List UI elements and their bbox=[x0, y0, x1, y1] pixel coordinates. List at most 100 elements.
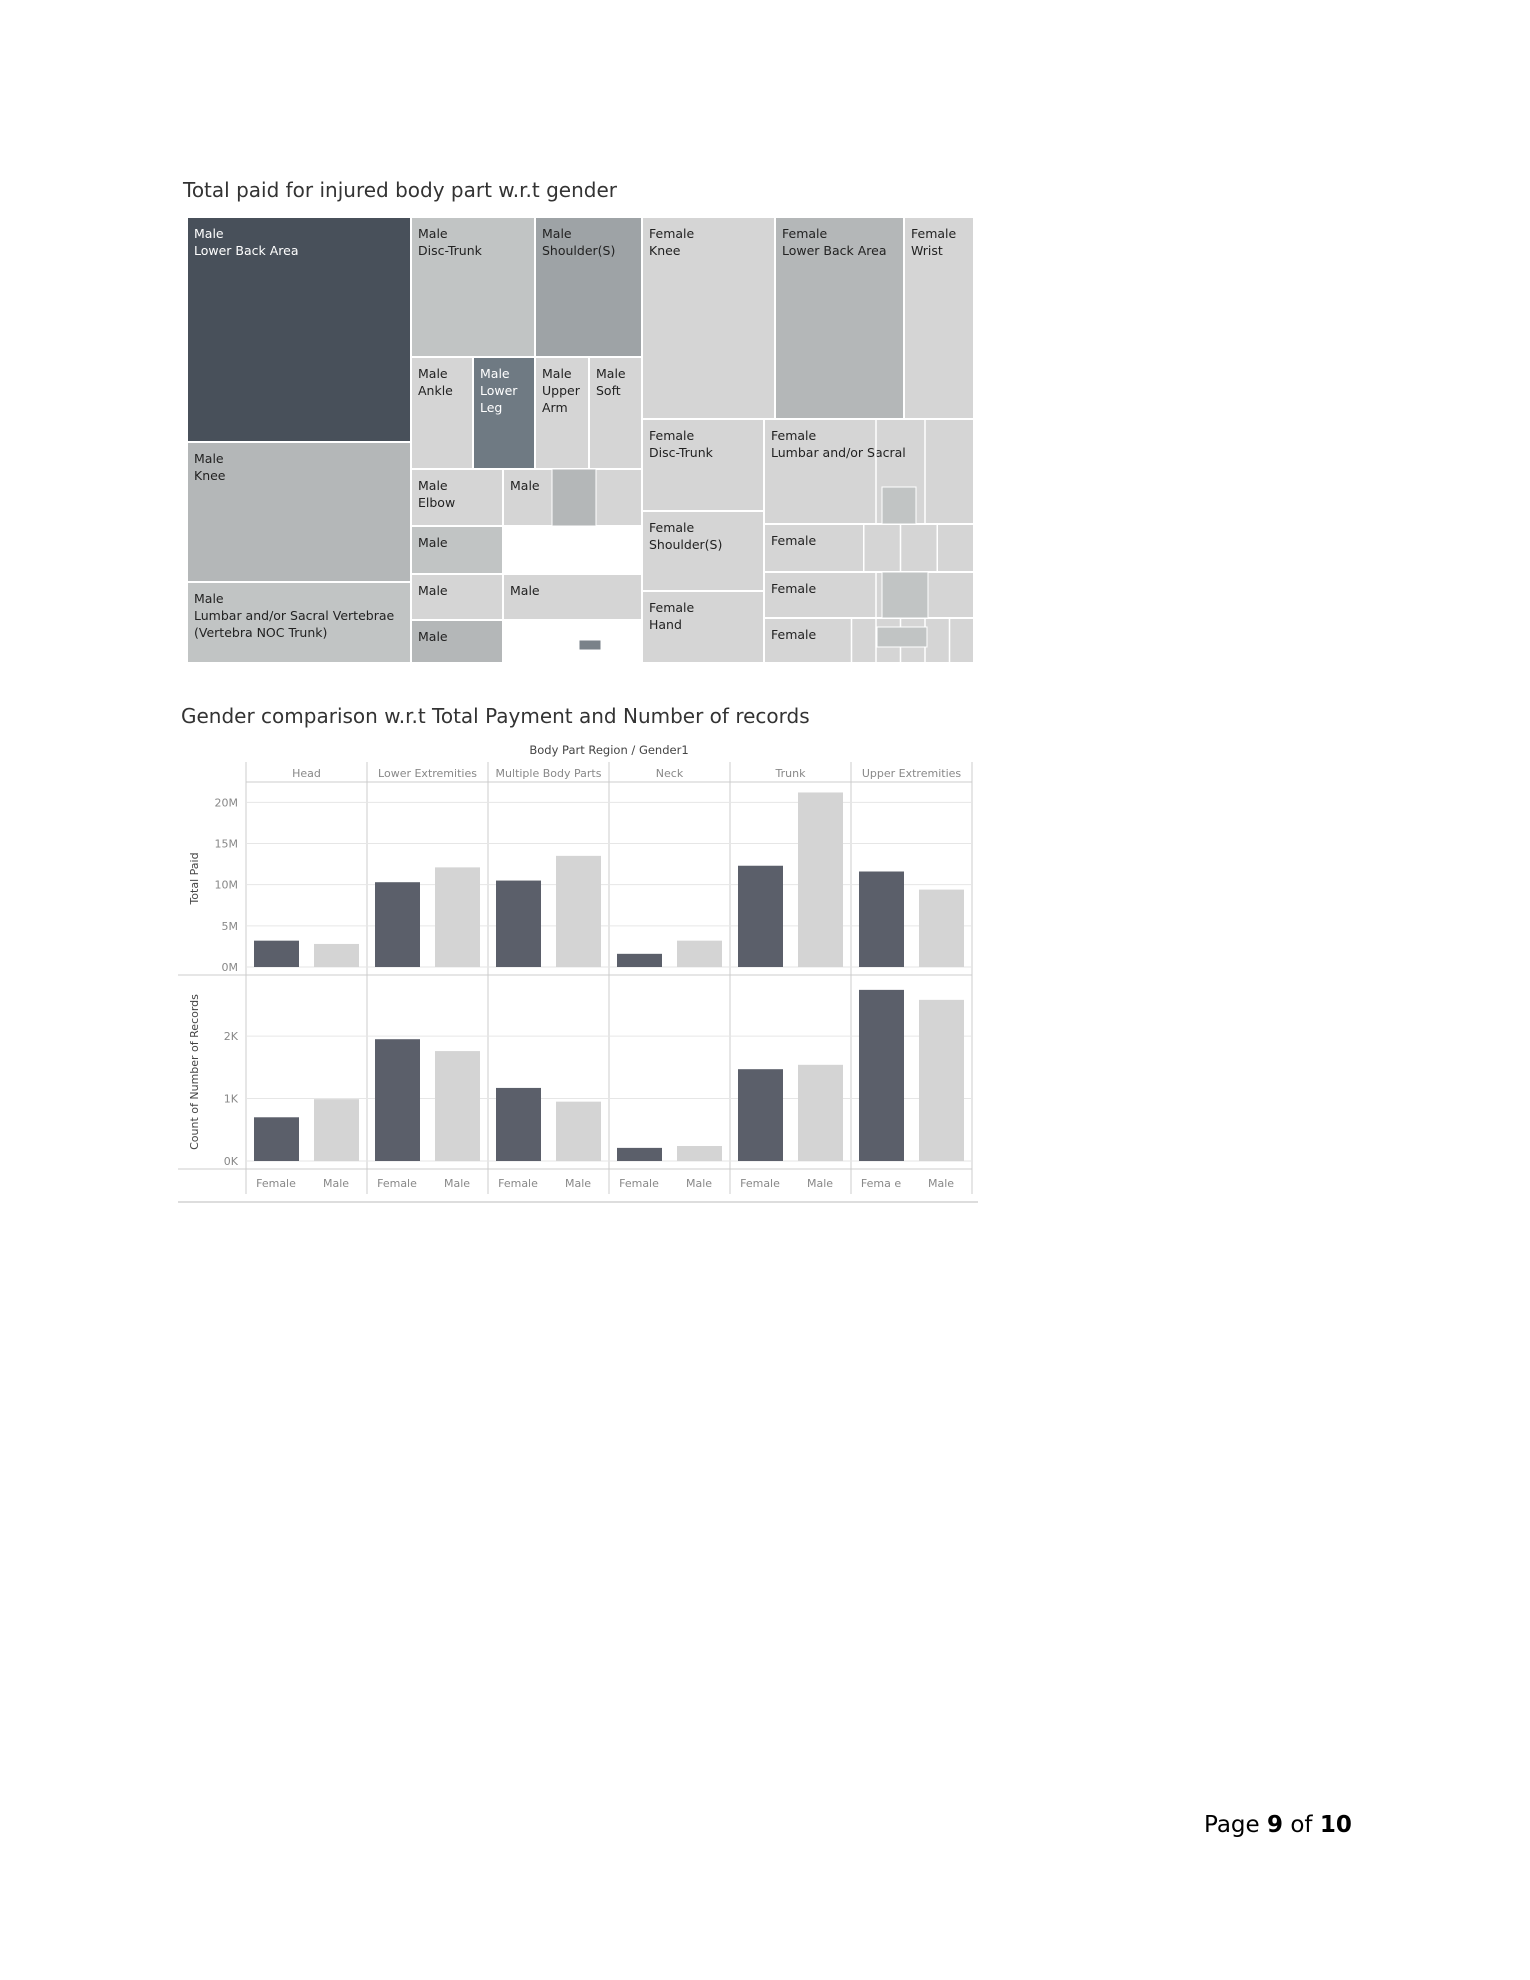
treemap-tile-part: Knee bbox=[649, 243, 681, 258]
treemap-tile: Male Disc-Trunk bbox=[411, 217, 535, 357]
region-label: Neck bbox=[656, 767, 684, 780]
treemap-tile-part: Soft bbox=[596, 383, 621, 398]
region-label: Trunk bbox=[775, 767, 807, 780]
treemap: Male Lower Back Area Male Knee Male Lumbar an… bbox=[187, 217, 974, 663]
treemap-tile-part: Wrist bbox=[911, 243, 943, 258]
bar-female bbox=[375, 1039, 420, 1161]
treemap-tile-part: Lower Back Area bbox=[194, 243, 299, 258]
page-current: 9 bbox=[1267, 1812, 1284, 1838]
treemap-tile-gender: Male bbox=[194, 451, 224, 466]
y-tick-label: 0M bbox=[222, 961, 239, 974]
bar-female bbox=[496, 880, 541, 967]
treemap-tile-part: Lumbar and/or Sacral bbox=[771, 445, 906, 460]
treemap-tile-gender: Male bbox=[418, 478, 448, 493]
bar-female bbox=[617, 953, 662, 967]
bar-male bbox=[798, 792, 843, 967]
treemap-tile: Male bbox=[411, 526, 503, 574]
bar-male bbox=[435, 867, 480, 967]
treemap-tile: Male bbox=[503, 469, 642, 526]
x-tick-label: Female bbox=[740, 1177, 780, 1190]
treemap-tile: Male bbox=[411, 574, 503, 620]
page-total: 10 bbox=[1319, 1812, 1352, 1838]
treemap-tile: Male Soft bbox=[589, 357, 642, 469]
y-tick-label: 20M bbox=[215, 796, 239, 809]
treemap-tile-gender: Male bbox=[418, 535, 448, 550]
treemap-tile: Male Ankle bbox=[411, 357, 473, 469]
treemap-tile-part: Elbow bbox=[418, 495, 456, 510]
bar-male bbox=[677, 940, 722, 967]
treemap-tile: Male Lumbar and/or Sacral Vertebrae (Vert… bbox=[187, 582, 411, 663]
treemap-tile: Female bbox=[764, 524, 974, 572]
bar-female bbox=[617, 1147, 662, 1161]
treemap-tile: Female Hand bbox=[642, 591, 764, 663]
bar-male bbox=[314, 943, 359, 967]
x-tick-label: Male bbox=[323, 1177, 349, 1190]
page-label: Page bbox=[1204, 1812, 1260, 1838]
treemap-tile-part: Disc-Trunk bbox=[418, 243, 482, 258]
treemap-tile: Male Shoulder(S) bbox=[535, 217, 642, 357]
treemap-tile: Male Upper Arm bbox=[535, 357, 589, 469]
y-tick-label: 2K bbox=[224, 1030, 239, 1043]
x-tick-label: Male bbox=[686, 1177, 712, 1190]
treemap-tile: Male Elbow bbox=[411, 469, 503, 526]
treemap-tile-gender: Female bbox=[649, 428, 695, 443]
treemap-tile: Male Lower Leg bbox=[473, 357, 535, 469]
bar-male bbox=[677, 1146, 722, 1161]
treemap-tile-gender: Female bbox=[649, 226, 695, 241]
page-of: of bbox=[1290, 1812, 1313, 1838]
bar-female bbox=[738, 1069, 783, 1161]
bar-female bbox=[375, 882, 420, 967]
treemap-tile: Female Shoulder(S) bbox=[642, 511, 764, 591]
treemap-tile-gender: Male bbox=[510, 583, 540, 598]
treemap-tile: Male Lower Back Area bbox=[187, 217, 411, 442]
bar-male bbox=[556, 1101, 601, 1161]
treemap-tile-part: Knee bbox=[194, 468, 226, 483]
treemap-tile: Female bbox=[764, 572, 974, 618]
treemap-tile: Female Lower Back Area bbox=[775, 217, 904, 419]
treemap-tile-gender: Female bbox=[771, 581, 817, 596]
treemap-tile: Male bbox=[503, 574, 642, 620]
bar-chart-header: Body Part Region / Gender1 bbox=[529, 743, 688, 757]
treemap-tile-gender: Male bbox=[194, 591, 224, 606]
page-number: Page 9 of 10 bbox=[1204, 1812, 1352, 1838]
bar-male bbox=[798, 1064, 843, 1161]
treemap-tile-gender: Male bbox=[194, 226, 224, 241]
y-tick-label: 0K bbox=[224, 1155, 239, 1168]
y-tick-label: 1K bbox=[224, 1093, 239, 1106]
treemap-tile: Male bbox=[411, 620, 503, 663]
treemap-tile-gender: Male bbox=[480, 366, 510, 381]
treemap-tile: Female bbox=[764, 618, 974, 663]
bar-chart-title: Gender comparison w.r.t Total Payment an… bbox=[181, 704, 810, 728]
bar-female bbox=[738, 865, 783, 967]
treemap-tile-part: Hand bbox=[649, 617, 682, 632]
x-tick-label: Male bbox=[565, 1177, 591, 1190]
bar-male bbox=[435, 1051, 480, 1161]
x-tick-label: Female bbox=[377, 1177, 417, 1190]
treemap-tile-gender: Male bbox=[596, 366, 626, 381]
treemap-tile-gender: Female bbox=[649, 520, 695, 535]
region-label: Upper Extremities bbox=[862, 767, 962, 780]
x-tick-label: Male bbox=[444, 1177, 470, 1190]
y-axis-label: Count of Number of Records bbox=[188, 994, 201, 1150]
treemap-tile-gender: Male bbox=[510, 478, 540, 493]
treemap-tile: Male Knee bbox=[187, 442, 411, 582]
bar-male bbox=[919, 999, 964, 1161]
treemap-tile-part: Disc-Trunk bbox=[649, 445, 713, 460]
bar-female bbox=[859, 871, 904, 967]
treemap-tile-gender: Male bbox=[418, 366, 448, 381]
treemap-tile-gender: Male bbox=[418, 583, 448, 598]
region-label: Head bbox=[292, 767, 321, 780]
treemap-tile-gender: Female bbox=[649, 600, 695, 615]
y-axis-label: Total Paid bbox=[188, 852, 201, 905]
bar-female bbox=[254, 1117, 299, 1161]
treemap-tile: Female Disc-Trunk bbox=[642, 419, 764, 511]
bar-female bbox=[496, 1087, 541, 1161]
treemap-tile-gender: Female bbox=[771, 533, 817, 548]
treemap-tile-gender: Male bbox=[542, 366, 572, 381]
treemap-tile-gender: Male bbox=[418, 226, 448, 241]
x-tick-label: Female bbox=[619, 1177, 659, 1190]
treemap-tile-part: Lower Back Area bbox=[782, 243, 887, 258]
treemap-tile-gender: Male bbox=[542, 226, 572, 241]
bar-chart: Body Part Region / Gender1 Head Lower Extr… bbox=[178, 743, 978, 1203]
region-label: Multiple Body Parts bbox=[496, 767, 602, 780]
